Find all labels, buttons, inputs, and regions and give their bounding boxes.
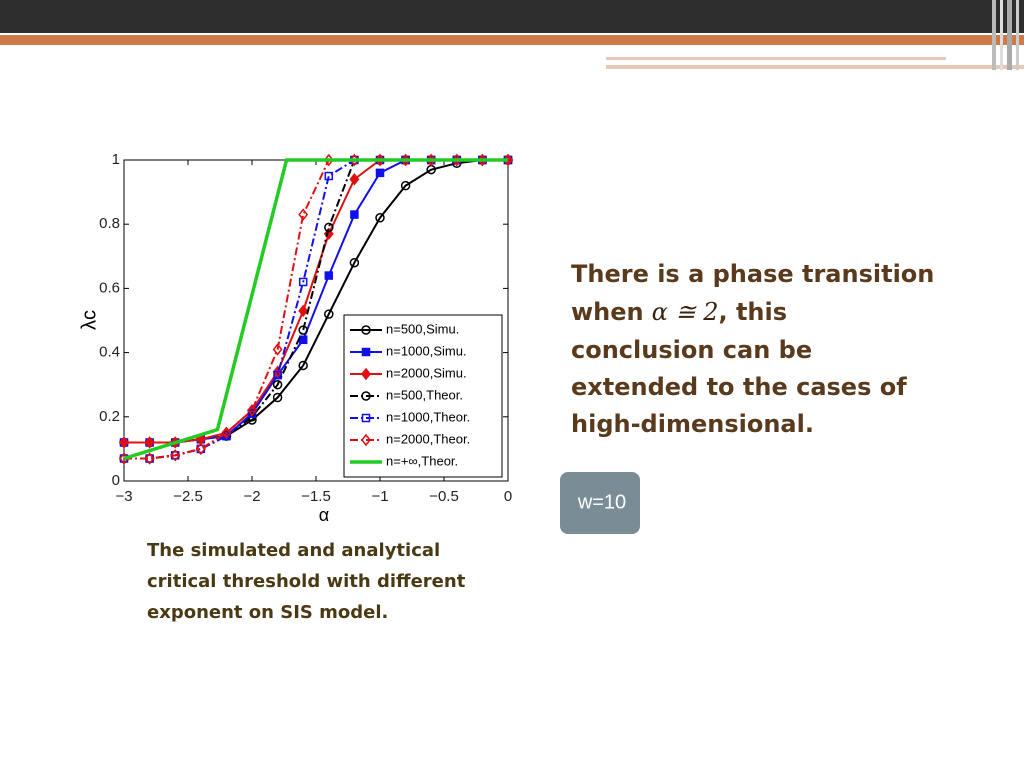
caption: critical threshold with different — [147, 571, 466, 592]
series-line — [123, 158, 508, 461]
legend-label: n=2000,Theor. — [386, 431, 470, 446]
x-axis-label: α — [319, 505, 329, 525]
x-tick-label: −2.5 — [173, 488, 203, 505]
legend-marker — [361, 367, 371, 381]
legend-marker — [361, 325, 371, 335]
x-tick-label: −1.5 — [301, 488, 331, 505]
legend-label: n=+∞,Theor. — [386, 453, 458, 468]
body-text: There is a phase transition — [571, 260, 934, 288]
x-tick-label: −1 — [371, 488, 388, 505]
point — [195, 442, 206, 456]
legend-marker — [361, 433, 371, 447]
caption: The simulated and analytical — [147, 540, 440, 561]
accent-bar — [0, 35, 1024, 45]
legend-label: n=1000,Simu. — [386, 343, 467, 358]
body-text: high-dimensional. — [571, 410, 814, 438]
point — [247, 409, 257, 418]
point — [272, 379, 283, 390]
legend-marker — [361, 347, 371, 357]
point — [375, 213, 385, 223]
y-tick-label: 0 — [112, 472, 120, 489]
body-text: when α ≅ 2, this — [571, 298, 787, 326]
point — [144, 436, 155, 449]
point — [298, 325, 308, 335]
point — [273, 370, 282, 380]
accent-line — [606, 57, 946, 60]
body-text: extended to the cases of — [571, 373, 907, 401]
body-text: when — [571, 298, 644, 326]
point — [298, 304, 309, 318]
body-text: , this — [718, 298, 787, 326]
point — [349, 173, 360, 186]
legend-label: n=500,Theor. — [386, 387, 463, 402]
body-text: conclusion can be — [571, 336, 812, 364]
caption: exponent on SIS model. — [147, 602, 388, 623]
y-tick-label: 0.8 — [99, 215, 120, 232]
legend-label: n=500,Simu. — [386, 321, 459, 336]
point — [170, 449, 181, 462]
badge-label: w=10 — [577, 491, 626, 513]
point — [375, 168, 385, 178]
accent-line — [606, 65, 1024, 69]
point — [350, 210, 359, 219]
x-tick-label: −3 — [115, 488, 132, 505]
point — [247, 404, 257, 417]
corner-stripes — [992, 0, 1019, 70]
x-tick-label: −2 — [243, 488, 260, 505]
point — [272, 343, 283, 356]
series-line — [124, 159, 508, 460]
point — [221, 426, 232, 440]
top-bar — [0, 0, 1024, 33]
point — [272, 392, 283, 403]
y-axis-label: λc — [78, 310, 100, 330]
point — [324, 309, 334, 319]
point — [144, 452, 155, 465]
point — [349, 257, 360, 268]
badge — [560, 472, 640, 534]
y-tick-label: 0.6 — [99, 279, 120, 296]
y-tick-label: 0.4 — [99, 344, 120, 361]
point — [298, 277, 308, 287]
point — [298, 360, 308, 371]
point — [298, 335, 308, 345]
legend-label: n=1000,Theor. — [386, 409, 470, 424]
point — [119, 436, 129, 449]
point — [400, 180, 411, 191]
legend-marker — [361, 413, 371, 423]
x-tick-label: 0 — [504, 488, 512, 505]
x-tick-label: −0.5 — [429, 488, 459, 505]
y-tick-label: 1 — [112, 151, 120, 168]
point — [324, 222, 334, 233]
point — [298, 208, 309, 221]
math: α ≅ 2 — [652, 298, 719, 326]
legend-label: n=2000,Simu. — [386, 365, 467, 380]
legend-marker — [361, 391, 371, 401]
y-tick-label: 0.2 — [99, 408, 120, 425]
point — [324, 171, 334, 181]
point — [324, 271, 334, 280]
